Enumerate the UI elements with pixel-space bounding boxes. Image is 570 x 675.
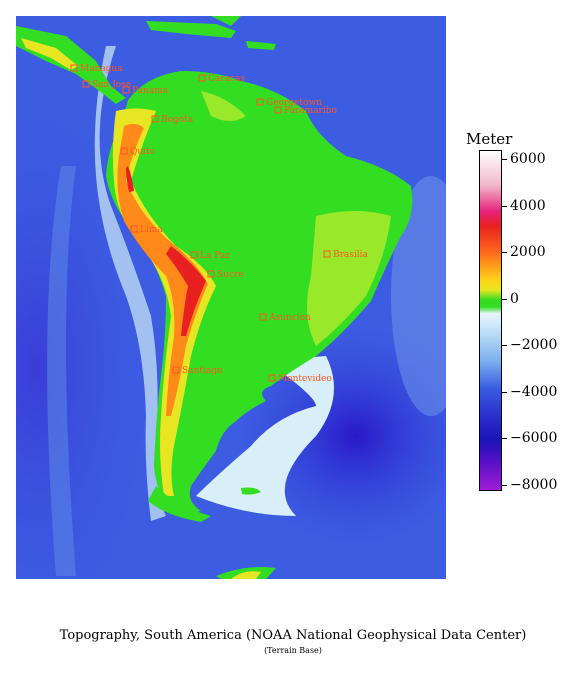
andes-peaks-north <box>126 166 134 192</box>
caribbean-island-small <box>246 41 276 50</box>
colorbar-tick-label: −8000 <box>510 476 558 493</box>
colorbar-tick <box>502 205 507 207</box>
argentine-basin <box>236 326 446 546</box>
colorbar-tick <box>502 298 507 300</box>
city-label: Caracas <box>208 74 245 84</box>
caribbean-island <box>146 21 236 38</box>
continental-shelf <box>196 356 334 516</box>
legend-title: Meter <box>466 130 513 148</box>
city-marker <box>190 251 198 259</box>
city-marker <box>82 80 90 88</box>
south-america-landmass <box>106 71 413 516</box>
guiana-highlands <box>201 91 246 121</box>
colorbar-tick-label: 0 <box>510 290 519 307</box>
city-marker <box>172 366 180 374</box>
city-marker <box>120 147 128 155</box>
colorbar-tick <box>502 438 507 439</box>
colorbar-tick <box>502 345 507 346</box>
colorbar-tick <box>502 391 507 393</box>
colorbar-tick-label: −4000 <box>510 383 558 400</box>
city-marker <box>198 74 206 82</box>
city-marker <box>207 270 215 278</box>
pacific-ridge <box>47 166 76 576</box>
brazilian-highlands <box>307 211 391 346</box>
city-label: La Paz <box>200 251 230 261</box>
colorbar-tick-label: 4000 <box>510 197 546 214</box>
elevation-legend: Meter 6000 4000 2000 0 −2000 −4000 −6000 −8000 <box>460 128 570 508</box>
city-label: Bogota <box>161 115 194 125</box>
city-label: Brasilia <box>333 250 369 260</box>
falkland-islands <box>241 487 261 495</box>
tierra-del-fuego <box>148 486 211 522</box>
atlantic-ridge <box>391 176 446 416</box>
city-label: Panama <box>132 86 169 96</box>
city-marker <box>70 64 78 72</box>
colorbar-tick-label: 6000 <box>510 151 546 167</box>
florida <box>211 16 241 26</box>
central-america-highlands <box>21 38 78 70</box>
city-marker <box>323 250 331 258</box>
colorbar-tick <box>502 252 507 253</box>
city-label: San Jose <box>92 80 131 90</box>
city-marker <box>256 98 264 106</box>
shelf-edge <box>94 46 166 521</box>
city-marker <box>274 106 282 114</box>
colorbar-tick-label: −6000 <box>510 430 558 446</box>
city-label: Santiago <box>182 366 222 376</box>
city-label: Paramaribo <box>284 106 337 116</box>
map-caption: Topography, South America (NOAA National… <box>59 628 527 643</box>
colorbar-tick <box>502 484 507 486</box>
city-label: Montevideo <box>278 374 332 384</box>
city-label: Lima <box>140 225 163 235</box>
andes-highland <box>117 123 208 417</box>
city-marker <box>130 225 138 233</box>
city-marker <box>259 313 267 321</box>
city-marker <box>151 115 159 123</box>
city-label: Quito <box>130 147 155 157</box>
city-label: Sucre <box>217 270 244 280</box>
city-marker <box>122 86 130 94</box>
colorbar-tick <box>502 159 507 160</box>
city-marker <box>268 374 276 382</box>
city-label: Managua <box>80 64 123 74</box>
andes-peaks <box>166 246 206 336</box>
elevation-colorbar <box>479 150 502 491</box>
colorbar-tick-label: −2000 <box>510 337 558 353</box>
colorbar-tick-label: 2000 <box>510 244 546 260</box>
city-label: Asuncion <box>268 313 311 323</box>
antarctica-highland <box>231 571 261 579</box>
map-subcaption: (Terrain Base) <box>264 646 322 655</box>
city-label: Georgetown <box>266 98 322 108</box>
